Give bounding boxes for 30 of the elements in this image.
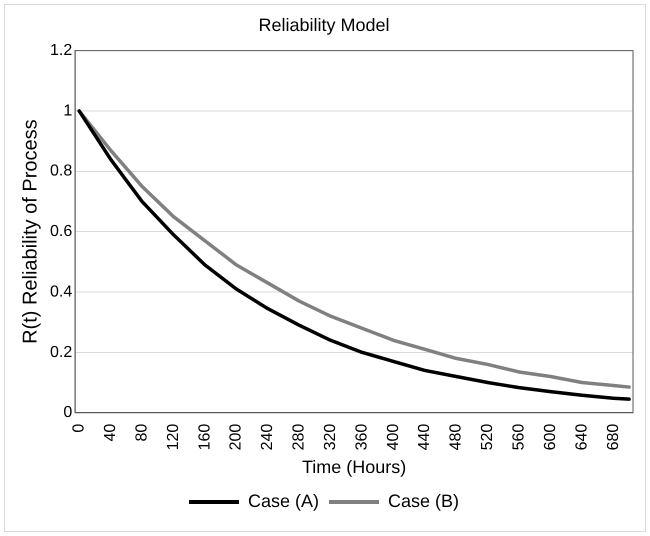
x-tick-label: 0 bbox=[70, 424, 88, 433]
legend-label: Case (B) bbox=[388, 490, 460, 511]
x-tick-label: 600 bbox=[542, 424, 559, 450]
y-axis-title: R(t) Reliability of Process bbox=[20, 119, 42, 344]
x-tick-label: 680 bbox=[604, 424, 622, 450]
y-tick-label: 0.2 bbox=[50, 344, 72, 361]
x-tick-label: 120 bbox=[164, 424, 182, 450]
y-tick-label: 0 bbox=[63, 404, 72, 422]
x-tick-label: 400 bbox=[384, 424, 402, 450]
y-tick-label: 0.6 bbox=[50, 223, 72, 240]
x-tick-label: 320 bbox=[322, 424, 339, 450]
x-tick-label: 80 bbox=[133, 424, 150, 442]
x-tick-label: 280 bbox=[290, 424, 308, 450]
x-tick-label: 240 bbox=[259, 424, 276, 450]
x-tick-label: 520 bbox=[479, 424, 496, 450]
y-tick-label: 1 bbox=[63, 102, 72, 120]
legend-label: Case (A) bbox=[248, 490, 319, 511]
y-tick-label: 0.4 bbox=[50, 283, 72, 300]
x-tick-label: 480 bbox=[448, 424, 465, 450]
y-tick-label: 0.8 bbox=[50, 162, 72, 180]
x-tick-label: 200 bbox=[228, 424, 245, 450]
x-tick-label: 640 bbox=[573, 424, 590, 450]
x-tick-label: 40 bbox=[102, 424, 119, 442]
y-tick-label: 1.2 bbox=[50, 42, 72, 60]
x-tick-label: 560 bbox=[510, 424, 528, 450]
x-axis-title: Time (Hours) bbox=[302, 457, 406, 478]
chart-title: Reliability Model bbox=[258, 14, 390, 35]
x-tick-label: 440 bbox=[416, 424, 434, 450]
x-tick-label: 360 bbox=[353, 424, 370, 450]
x-tick-label: 160 bbox=[196, 424, 214, 450]
